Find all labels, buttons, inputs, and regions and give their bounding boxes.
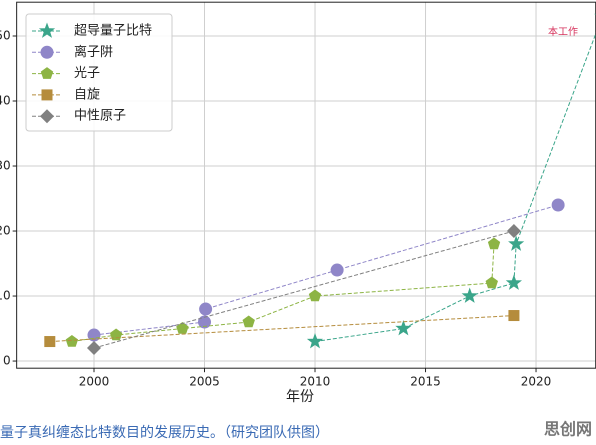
y-tick-label: 10 [0, 289, 11, 303]
marker [308, 289, 322, 302]
marker [306, 333, 324, 349]
marker [505, 274, 522, 290]
marker [199, 302, 213, 316]
marker [40, 45, 54, 59]
watermark: 思创网 [544, 420, 592, 439]
marker [551, 198, 565, 212]
marker [594, 13, 596, 16]
marker [485, 276, 498, 289]
marker [44, 336, 56, 348]
legend-label: 光子 [74, 66, 100, 81]
series-line [93, 204, 559, 336]
y-tick-label: 50 [0, 29, 11, 43]
marker [461, 287, 478, 303]
marker [508, 310, 520, 322]
x-tick-label: 2015 [410, 375, 441, 389]
legend-label: 中性原子 [74, 109, 126, 124]
legend-box [25, 13, 173, 132]
legend-label: 超导量子比特 [74, 24, 152, 39]
marker [330, 263, 344, 277]
legend-label: 自旋 [74, 87, 100, 102]
series-line [314, 32, 596, 343]
legend-label: 离子阱 [74, 44, 113, 60]
y-tick-label: 20 [0, 224, 11, 238]
marker [198, 315, 212, 329]
x-tick-label: 2020 [521, 375, 552, 389]
marker [38, 22, 56, 38]
series-line [93, 230, 515, 349]
marker [487, 237, 501, 250]
marker [242, 315, 255, 328]
x-tick-label: 2000 [79, 375, 110, 389]
marker [40, 109, 54, 124]
marker [395, 320, 412, 336]
marker [176, 322, 189, 334]
series-line [71, 244, 495, 343]
y-tick-label: 40 [0, 94, 11, 108]
marker [87, 341, 101, 355]
caption: 量子真纠缠态比特数目的发展历史。（研究团队供图） [0, 424, 329, 441]
y-tick-label: 0 [3, 354, 11, 368]
annotation: 本工作 [548, 25, 578, 38]
marker [40, 67, 54, 79]
marker [41, 89, 53, 101]
marker [508, 235, 525, 251]
series-line [49, 315, 514, 343]
x-tick-label: 2010 [300, 375, 331, 389]
y-tick-label: 30 [0, 159, 11, 173]
marker [506, 224, 521, 238]
marker [65, 335, 79, 347]
x-tick-label: 2005 [189, 375, 220, 389]
plot-area [44, 13, 596, 355]
x-axis-label: 年份 [286, 389, 314, 405]
